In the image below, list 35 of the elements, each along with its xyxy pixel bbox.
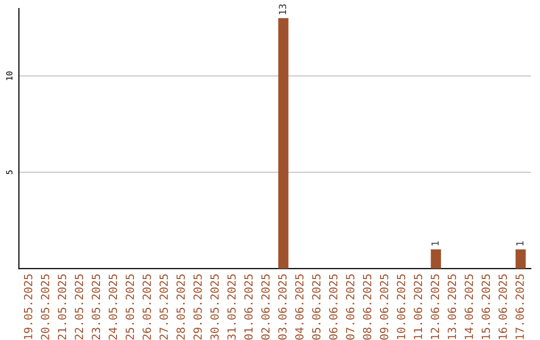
x-tick-label: 30.05.2025 — [210, 274, 219, 340]
x-tick-label: 05.06.2025 — [312, 274, 320, 340]
x-tick-label: 26.05.2025 — [142, 274, 151, 340]
x-tick-label: 17.06.2025 — [516, 274, 524, 340]
x-tick-label: 24.05.2025 — [108, 274, 118, 340]
x-tick-label: 19.05.2025 — [24, 274, 32, 340]
x-tick-label: 14.06.2025 — [464, 274, 474, 340]
data-label: 1 — [516, 241, 524, 246]
x-tick-label: 02.06.2025 — [261, 274, 270, 340]
x-tick-label: 06.06.2025 — [329, 274, 338, 340]
x-tick-label: 15.06.2025 — [482, 274, 490, 340]
x-tick-label: 10.06.2025 — [396, 274, 406, 340]
x-tick-label: 01.06.2025 — [244, 274, 253, 340]
x-tick-label: 27.05.2025 — [160, 274, 168, 340]
y-tick-label: 5 — [6, 170, 12, 174]
x-tick-label: 04.06.2025 — [295, 274, 304, 340]
x-tick-label: 09.06.2025 — [380, 274, 388, 340]
data-label: 13 — [278, 4, 286, 14]
x-tick-label: 29.05.2025 — [193, 274, 202, 340]
x-tick-label: 16.06.2025 — [498, 274, 507, 340]
x-tick-label: 23.05.2025 — [92, 274, 100, 340]
x-tick-label: 07.06.2025 — [346, 274, 354, 340]
x-tick-label: 28.05.2025 — [176, 274, 185, 340]
x-tick-label: 13.06.2025 — [448, 274, 456, 340]
x-tick-label: 22.05.2025 — [74, 274, 84, 340]
x-tick-label: 08.06.2025 — [362, 274, 372, 340]
x-tick-label: 03.06.2025 — [278, 274, 287, 340]
x-tick-label: 11.06.2025 — [414, 274, 422, 340]
x-tick-label: 31.05.2025 — [227, 274, 236, 340]
x-tick-label: 20.05.2025 — [40, 274, 50, 340]
x-tick-label: 25.05.2025 — [126, 274, 134, 340]
x-tick-label: 12.06.2025 — [430, 274, 440, 340]
data-label: 1 — [432, 241, 439, 246]
y-tick-label: 10 — [6, 71, 12, 80]
x-tick-label: 21.05.2025 — [58, 274, 66, 340]
